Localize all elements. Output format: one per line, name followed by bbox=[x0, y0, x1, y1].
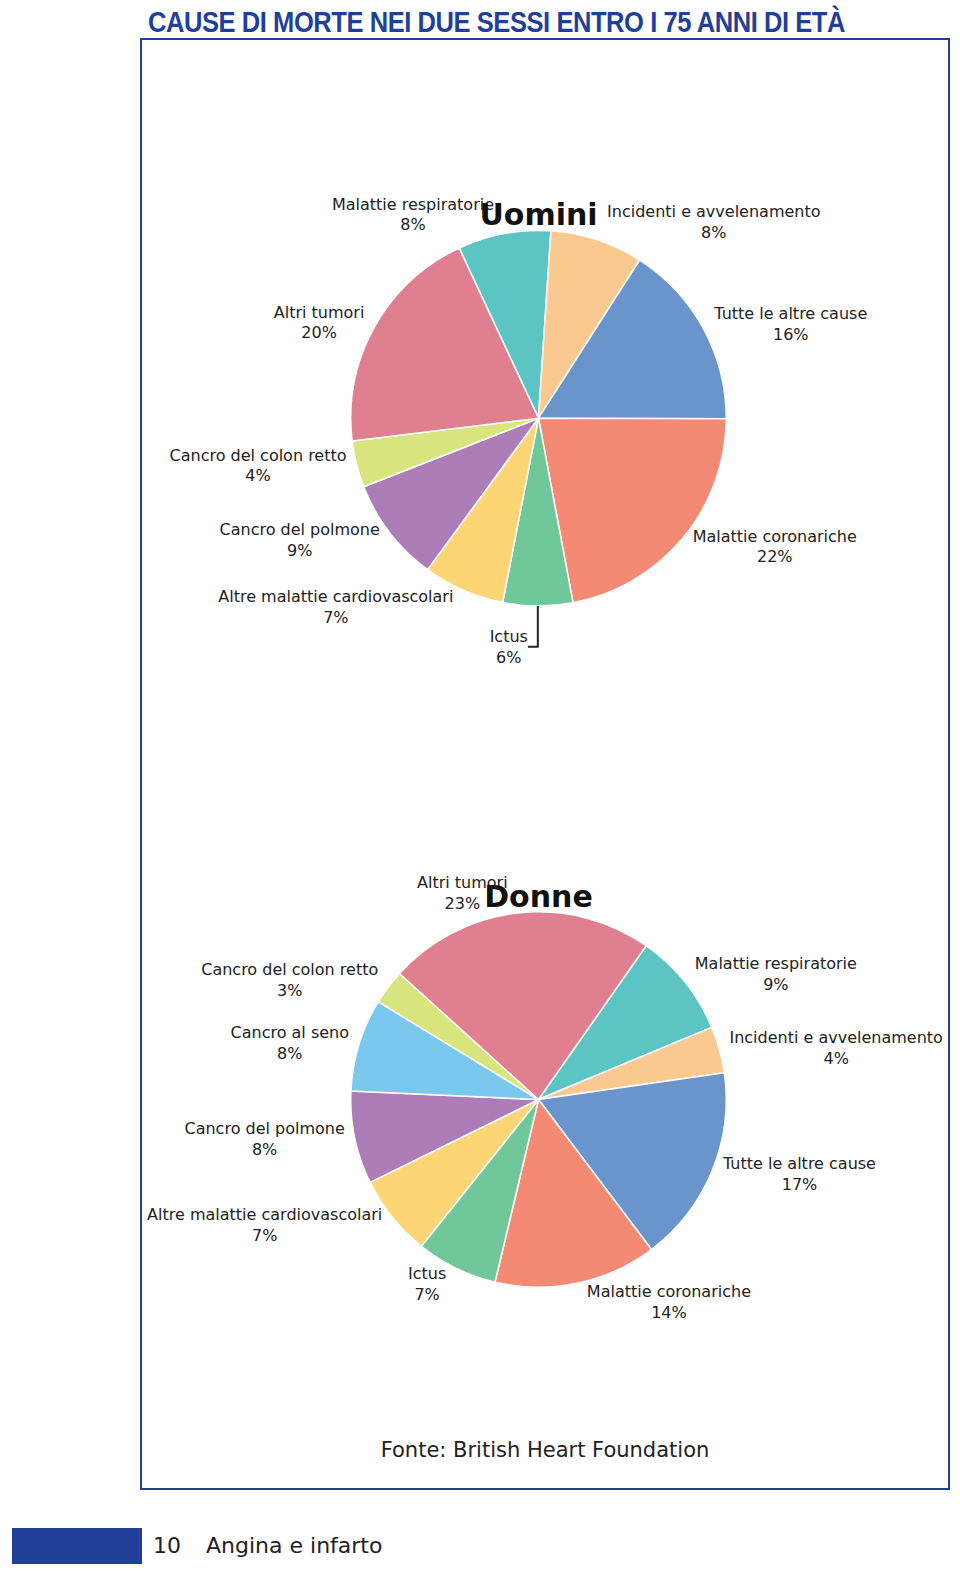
svg-text:Cancro del polmone9%: Cancro del polmone9% bbox=[220, 520, 380, 560]
svg-text:Cancro del colon retto4%: Cancro del colon retto4% bbox=[170, 446, 347, 486]
svg-text:Tutte le altre cause16%: Tutte le altre cause16% bbox=[713, 304, 867, 344]
svg-text:Malattie respiratorie9%: Malattie respiratorie9% bbox=[695, 954, 857, 994]
svg-text:Altre malattie cardiovascolari: Altre malattie cardiovascolari7% bbox=[218, 587, 453, 627]
svg-text:Malattie respiratorie8%: Malattie respiratorie8% bbox=[332, 195, 494, 235]
svg-text:Altri tumori23%: Altri tumori23% bbox=[417, 873, 508, 913]
svg-text:Cancro del colon retto3%: Cancro del colon retto3% bbox=[201, 960, 378, 1000]
svg-text:Cancro del polmone8%: Cancro del polmone8% bbox=[184, 1119, 344, 1159]
html-text:Fonte: British Heart Foundatio: Fonte: British Heart Foundation bbox=[380, 1438, 710, 1462]
svg-text:Uomini: Uomini bbox=[479, 197, 597, 232]
html-text:10: 10 bbox=[153, 1533, 181, 1558]
html-text:CAUSE DI MORTE NEI DUE SESSI E: CAUSE DI MORTE NEI DUE SESSI ENTRO I 75 … bbox=[148, 6, 845, 38]
svg-text:Malattie coronariche22%: Malattie coronariche22% bbox=[693, 527, 857, 567]
svg-text:Incidenti e avvelenamento8%: Incidenti e avvelenamento8% bbox=[607, 202, 820, 242]
svg-text:Ictus6%: Ictus6% bbox=[490, 627, 528, 667]
html-text:Angina e infarto: Angina e infarto bbox=[206, 1533, 383, 1558]
svg-text:Malattie coronariche14%: Malattie coronariche14% bbox=[587, 1282, 751, 1322]
svg-text:Donne: Donne bbox=[484, 879, 593, 914]
svg-text:Ictus7%: Ictus7% bbox=[408, 1264, 446, 1304]
svg-text:Incidenti e avvelenamento4%: Incidenti e avvelenamento4% bbox=[729, 1028, 942, 1068]
svg-text:Altre malattie cardiovascolari: Altre malattie cardiovascolari7% bbox=[147, 1205, 382, 1245]
svg-text:Tutte le altre cause17%: Tutte le altre cause17% bbox=[722, 1154, 876, 1194]
svg-text:Altri tumori20%: Altri tumori20% bbox=[274, 303, 365, 343]
svg-text:Cancro al seno8%: Cancro al seno8% bbox=[231, 1023, 349, 1063]
